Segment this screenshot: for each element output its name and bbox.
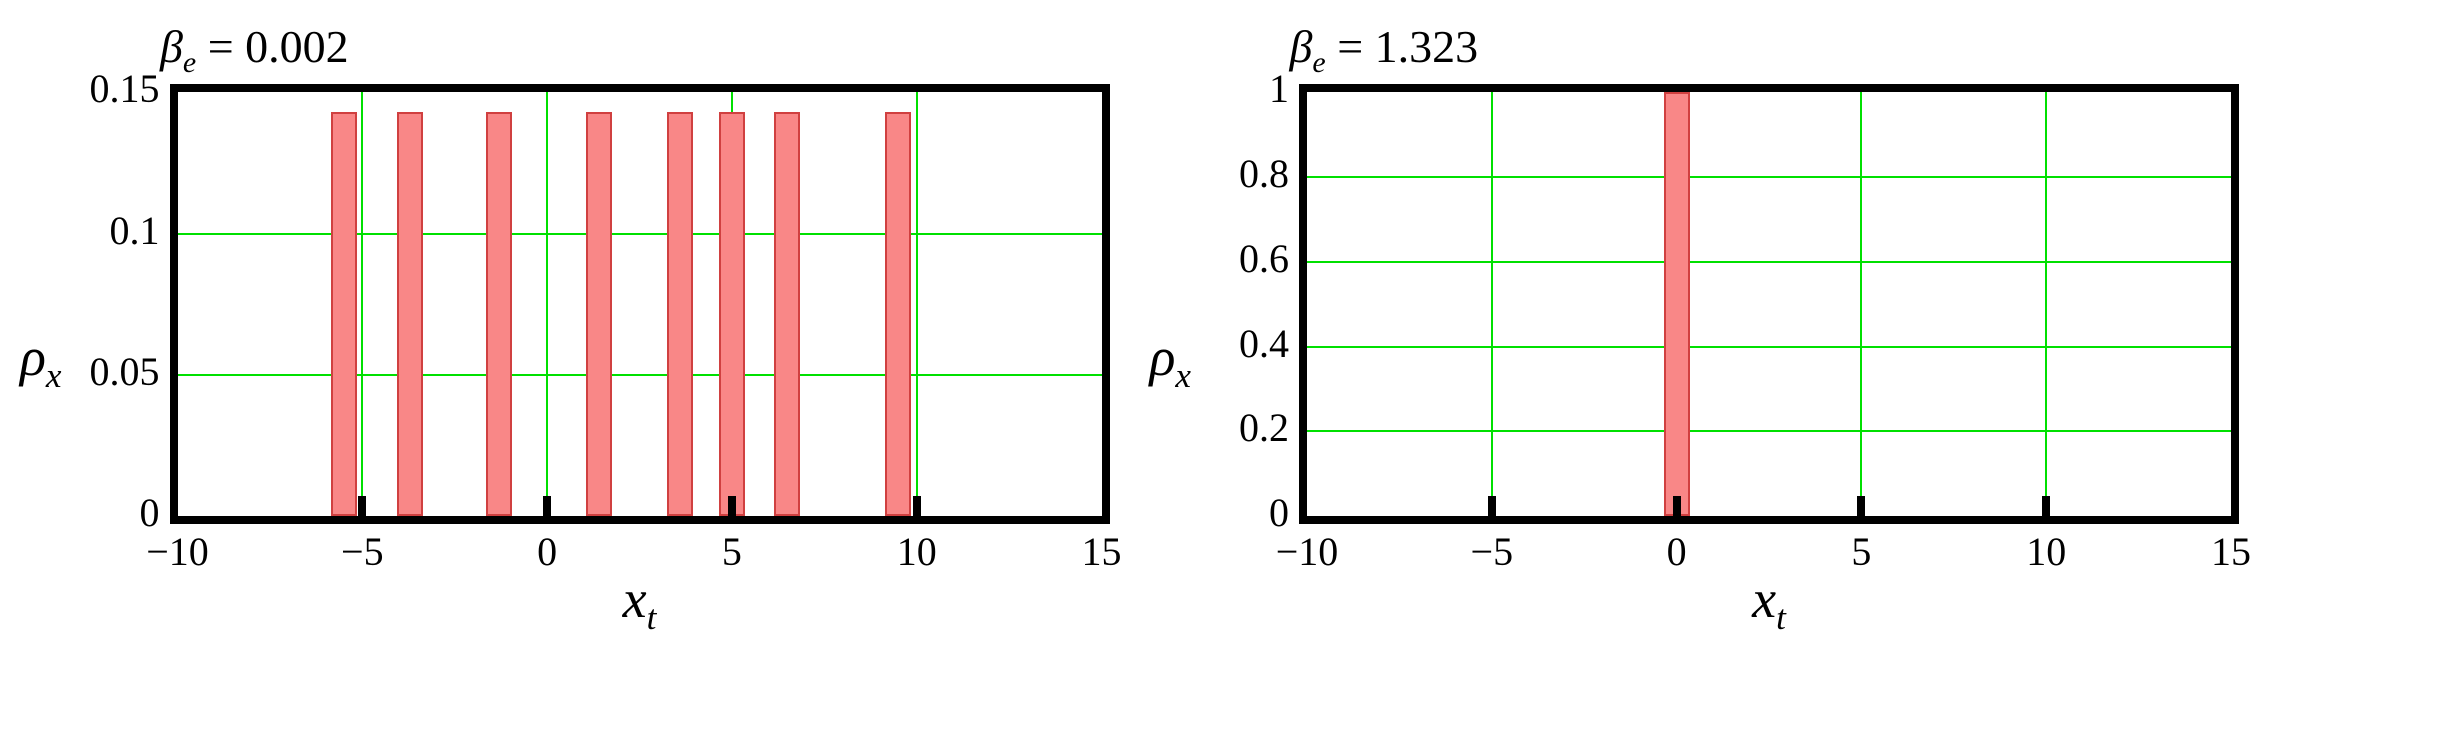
xtick-mark — [543, 496, 551, 516]
gridline-horizontal — [178, 233, 1102, 235]
ytick-label: 0.6 — [1239, 235, 1289, 282]
figure-container: βe = 0.002 ρx 00.050.10.15 −10−5051015 x… — [20, 20, 2444, 712]
xtick-label: 5 — [722, 528, 742, 575]
ytick-label: 0.15 — [90, 65, 160, 112]
ytick-label: 0.8 — [1239, 150, 1289, 197]
ylabel-left: ρx — [20, 326, 62, 396]
axes-col-left: −10−5051015 xt — [170, 84, 1110, 638]
xlabel-main: x — [1752, 569, 1776, 629]
panel-title-right: βe = 1.323 — [1290, 20, 2240, 80]
xtick-mark — [1673, 496, 1681, 516]
gridline-vertical — [546, 92, 548, 516]
plot-wrapper-left: ρx 00.050.10.15 −10−5051015 xt — [20, 84, 1110, 638]
xtick-mark — [728, 496, 736, 516]
xlabel-sub: t — [1776, 598, 1786, 637]
panel-left: βe = 0.002 ρx 00.050.10.15 −10−5051015 x… — [20, 20, 1110, 712]
xtick-label: 5 — [1851, 528, 1871, 575]
ytick-label: 0.2 — [1239, 404, 1289, 451]
xticks-right: −10−5051015 — [1299, 524, 2239, 574]
ylabel-sub: x — [1175, 356, 1191, 395]
ylabel-main: ρ — [1150, 327, 1176, 387]
xtick-mark — [913, 496, 921, 516]
xtick-label: −10 — [146, 528, 209, 575]
beta-subscript: e — [1312, 46, 1325, 79]
xlabel-right: xt — [1299, 568, 2239, 638]
xlabel-left: xt — [170, 568, 1110, 638]
bar — [885, 112, 911, 516]
gridline-horizontal — [1307, 346, 2231, 348]
xtick-label: 10 — [897, 528, 937, 575]
bar — [331, 112, 357, 516]
beta-symbol: β — [1290, 21, 1313, 72]
bar — [774, 112, 800, 516]
ytick-label: 1 — [1269, 65, 1289, 112]
xlabel-main: x — [623, 569, 647, 629]
xtick-label: 10 — [2026, 528, 2066, 575]
plot-area-right — [1299, 84, 2239, 524]
ylabel-right: ρx — [1150, 326, 1192, 396]
gridline-vertical — [1491, 92, 1493, 516]
beta-value: = 1.323 — [1326, 21, 1478, 72]
bar — [1664, 92, 1690, 516]
gridline-vertical — [916, 92, 918, 516]
bar — [719, 112, 745, 516]
axes-col-right: −10−5051015 xt — [1299, 84, 2239, 638]
xtick-label: −10 — [1276, 528, 1339, 575]
gridline-vertical — [1860, 92, 1862, 516]
gridline-horizontal — [1307, 261, 2231, 263]
xlabel-sub: t — [647, 598, 657, 637]
panel-right: βe = 1.323 ρx 00.20.40.60.81 −10−5051015… — [1150, 20, 2240, 712]
ytick-label: 0.05 — [90, 348, 160, 395]
beta-value: = 0.002 — [196, 21, 348, 72]
ytick-label: 0.1 — [110, 207, 160, 254]
gridline-horizontal — [1307, 430, 2231, 432]
xtick-mark — [1488, 496, 1496, 516]
yticks-left: 00.050.10.15 — [70, 84, 170, 524]
ytick-label: 0.4 — [1239, 320, 1289, 367]
yticks-right: 00.20.40.60.81 — [1199, 84, 1299, 524]
xtick-mark — [1857, 496, 1865, 516]
gridline-vertical — [361, 92, 363, 516]
xtick-mark — [2042, 496, 2050, 516]
beta-subscript: e — [183, 46, 196, 79]
bar — [667, 112, 693, 516]
xtick-label: −5 — [341, 528, 384, 575]
xtick-label: 0 — [537, 528, 557, 575]
plot-area-left — [170, 84, 1110, 524]
bar — [486, 112, 512, 516]
xticks-left: −10−5051015 — [170, 524, 1110, 574]
panel-title-left: βe = 0.002 — [160, 20, 1110, 80]
gridline-vertical — [2045, 92, 2047, 516]
xtick-label: 0 — [1667, 528, 1687, 575]
bar — [586, 112, 612, 516]
gridline-horizontal — [178, 374, 1102, 376]
xtick-label: 15 — [2211, 528, 2251, 575]
plot-wrapper-right: ρx 00.20.40.60.81 −10−5051015 xt — [1150, 84, 2240, 638]
bar — [397, 112, 423, 516]
xtick-label: −5 — [1471, 528, 1514, 575]
beta-symbol: β — [160, 21, 183, 72]
xtick-mark — [358, 496, 366, 516]
gridline-horizontal — [1307, 176, 2231, 178]
ylabel-sub: x — [46, 356, 62, 395]
xtick-label: 15 — [1082, 528, 1122, 575]
ylabel-main: ρ — [20, 327, 46, 387]
